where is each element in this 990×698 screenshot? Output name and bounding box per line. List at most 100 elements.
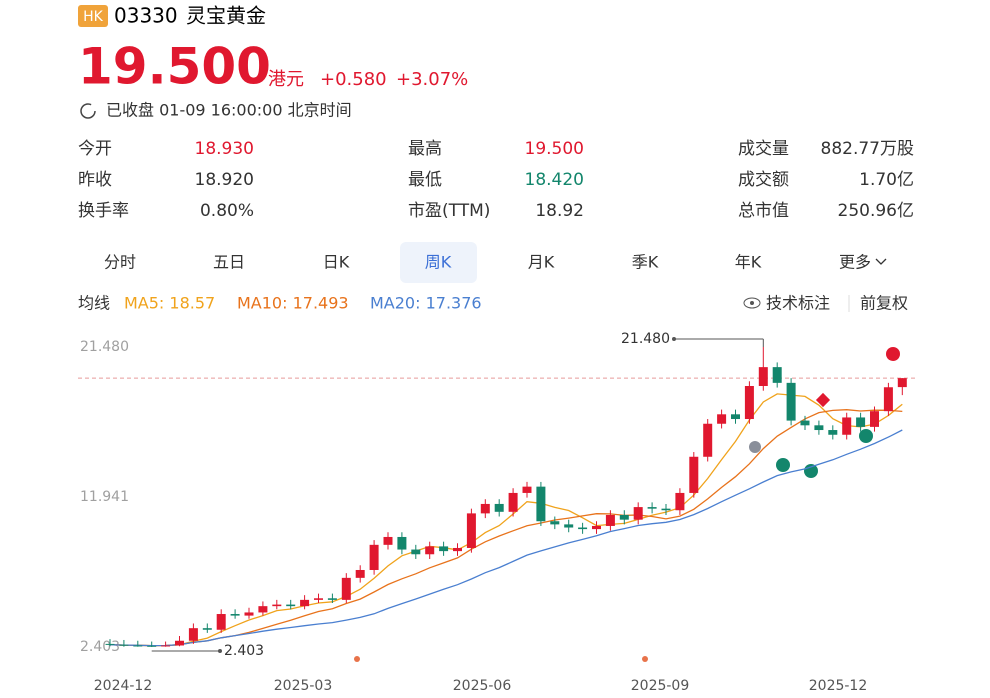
stat-value: 0.80% xyxy=(200,201,254,221)
market-badge xyxy=(78,5,108,27)
y-tick-label: 11.941 xyxy=(80,489,129,505)
stat-label: 今开 xyxy=(78,139,112,159)
annotation-label: 2.403 xyxy=(224,643,264,659)
candle-body xyxy=(772,367,782,383)
candle-body xyxy=(383,536,393,545)
price: 19.500 xyxy=(78,38,271,96)
eye-icon[interactable] xyxy=(743,297,761,309)
x-tick-label: 2025-12 xyxy=(809,678,868,694)
candle-body xyxy=(453,547,462,552)
candle-body xyxy=(188,628,198,641)
candle-body xyxy=(175,640,184,646)
candle-body xyxy=(842,417,852,435)
candle-body xyxy=(703,423,713,457)
change: +0.580 xyxy=(320,69,387,90)
candle-body xyxy=(286,604,296,607)
candle-body xyxy=(425,546,435,555)
ma-legend-item: MA10: 17.493 xyxy=(237,294,349,313)
candle-body xyxy=(494,503,504,512)
stat-value: 19.500 xyxy=(525,139,584,159)
candle-body xyxy=(508,492,518,512)
candle-body xyxy=(119,644,129,646)
candle-body xyxy=(216,614,226,630)
signal-dot xyxy=(886,347,900,361)
candle-body xyxy=(272,604,282,607)
stat-value: 882.77万股 xyxy=(821,139,914,159)
x-tick-label: 2024-12 xyxy=(94,678,153,694)
x-tick-label: 2025-03 xyxy=(274,678,333,694)
period-tab[interactable]: 周K xyxy=(425,253,452,272)
candle-body xyxy=(327,598,337,600)
dropdown-icon[interactable] xyxy=(875,258,887,265)
candle-body xyxy=(397,536,407,550)
stat-label: 最低 xyxy=(408,170,442,190)
tool-button[interactable]: 前复权 xyxy=(860,294,908,313)
candle-body xyxy=(411,549,421,555)
x-tick-label: 2025-09 xyxy=(631,678,690,694)
candle-body xyxy=(133,645,143,647)
ma-legend-item: MA20: 17.376 xyxy=(370,294,482,313)
stat-label: 市盈(TTM) xyxy=(408,201,490,221)
tool-button[interactable]: 技术标注 xyxy=(766,294,830,313)
stat-value: 18.930 xyxy=(195,139,254,159)
candle-body xyxy=(578,527,588,530)
candle-body xyxy=(675,492,685,511)
candle-body xyxy=(814,425,824,431)
period-tab[interactable]: 五日 xyxy=(213,253,245,272)
candle-body xyxy=(870,411,879,427)
candle-body xyxy=(258,606,268,613)
period-tab[interactable]: 月K xyxy=(528,253,555,272)
refresh-icon[interactable] xyxy=(80,103,96,119)
candle-body xyxy=(856,417,866,427)
candle-body xyxy=(828,430,838,435)
candle-body xyxy=(480,503,490,514)
candle-body xyxy=(689,456,699,493)
candle-body xyxy=(619,514,629,520)
candle-body xyxy=(661,508,671,511)
ma-title: 均线 xyxy=(78,294,110,313)
candle-body xyxy=(244,612,254,616)
stat-label: 昨收 xyxy=(78,170,112,190)
signal-diamond xyxy=(815,392,831,408)
candle-body xyxy=(605,514,615,526)
candle-body xyxy=(341,577,351,600)
annotation-label: 21.480 xyxy=(621,331,670,347)
candle-body xyxy=(647,507,657,509)
stat-label: 总市值 xyxy=(738,201,789,221)
stat-label: 成交量 xyxy=(738,139,789,159)
market-status: 已收盘 01-09 16:00:00 北京时间 xyxy=(106,101,352,120)
x-tick-label: 2025-06 xyxy=(453,678,512,694)
ma-line xyxy=(109,429,903,647)
stat-value: 18.92 xyxy=(535,201,584,221)
candle-body xyxy=(717,414,727,424)
candle-body xyxy=(466,513,476,548)
candle-body xyxy=(786,382,796,421)
candle-body xyxy=(633,507,643,520)
y-tick-label: 2.403 xyxy=(80,639,120,655)
candle-body xyxy=(369,544,379,570)
candle-body xyxy=(731,414,740,420)
ma-legend-item: MA5: 18.57 xyxy=(124,294,215,313)
candle-body xyxy=(897,378,907,388)
period-tab[interactable]: 日K xyxy=(323,253,350,272)
stock-name: 灵宝黄金 xyxy=(186,4,266,28)
candle-body xyxy=(536,486,546,522)
event-dot xyxy=(354,656,360,662)
signal-dot xyxy=(804,464,818,478)
period-tab[interactable]: 更多 xyxy=(839,253,871,272)
signal-dot xyxy=(859,429,873,443)
period-tab[interactable]: 分时 xyxy=(104,253,136,272)
period-tab[interactable]: 年K xyxy=(735,253,762,272)
stat-value: 18.420 xyxy=(525,170,584,190)
signal-dot xyxy=(749,441,761,453)
change-pct: +3.07% xyxy=(396,69,468,90)
annotation-dot xyxy=(218,649,222,653)
event-dot xyxy=(642,656,648,662)
y-tick-label: 21.480 xyxy=(80,339,129,355)
candle-body xyxy=(147,645,157,647)
period-tab[interactable]: 季K xyxy=(632,253,659,272)
ma-line xyxy=(109,409,903,647)
stat-value: 1.70亿 xyxy=(859,170,914,190)
